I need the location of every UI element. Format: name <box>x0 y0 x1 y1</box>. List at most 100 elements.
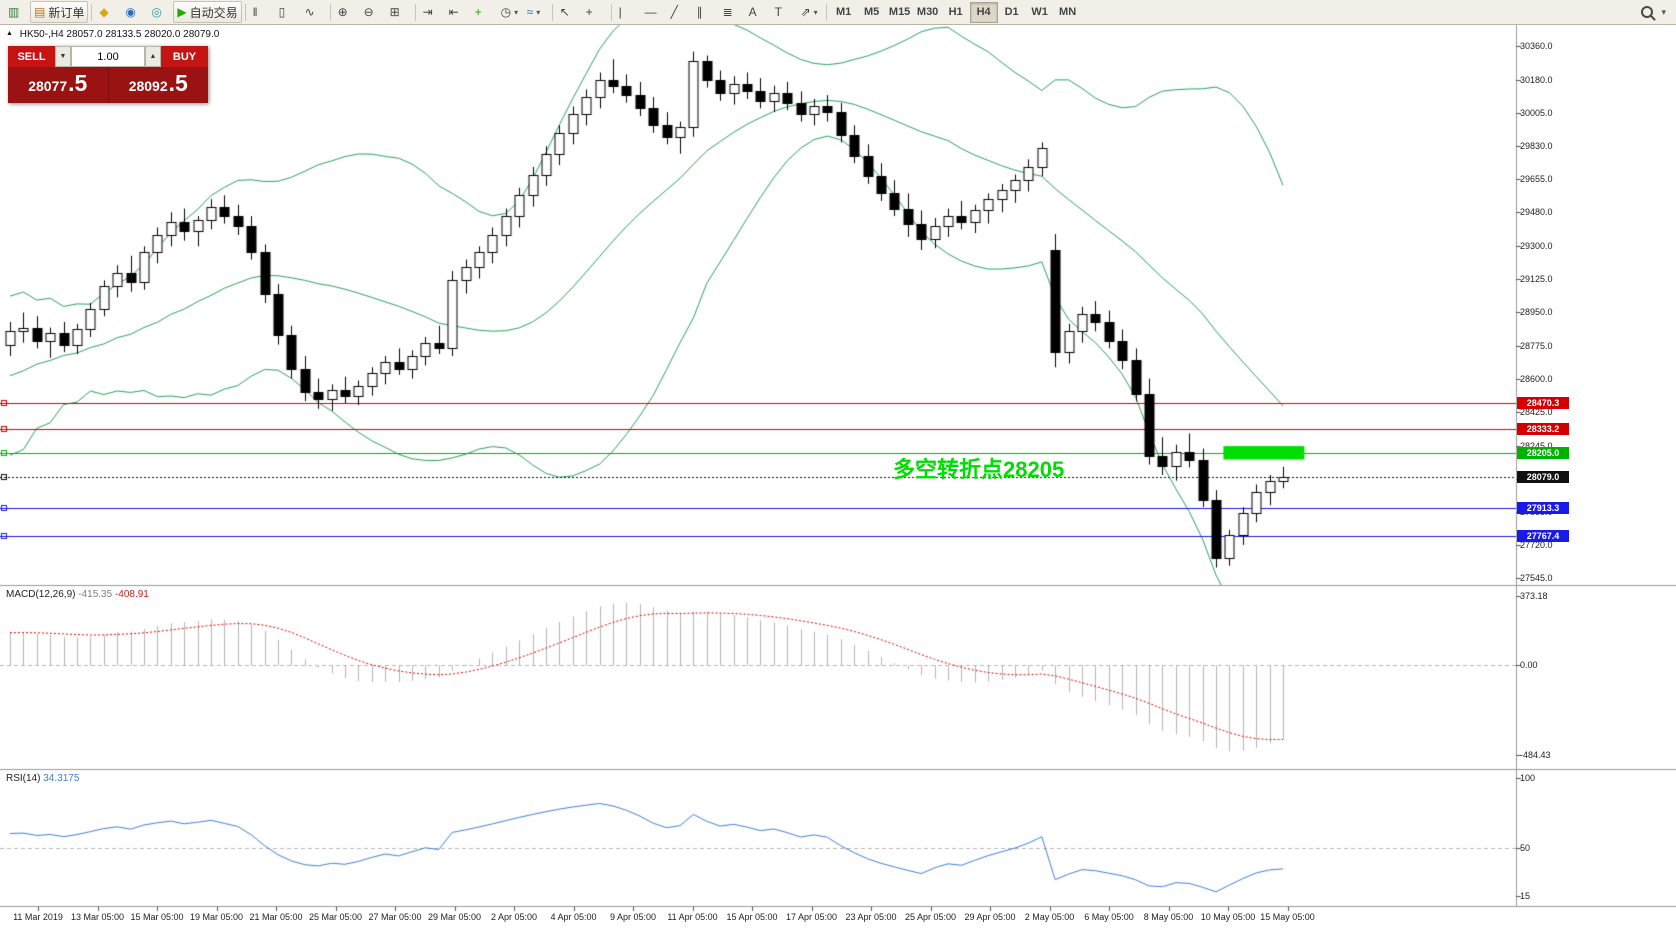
search-symbol-icon[interactable] <box>1641 6 1654 18</box>
periods-icon-glyph: ◷ <box>500 5 512 19</box>
macd-axis-label: 0.00 <box>1520 660 1538 670</box>
zoom-in-icon-glyph: ⊕ <box>337 5 348 19</box>
current-price-label: 28079.0 <box>1517 471 1569 484</box>
crosshair-icon[interactable]: + <box>582 1 608 23</box>
price-axis-label: 29300.0 <box>1520 241 1553 252</box>
price-axis-label: 27720.0 <box>1520 539 1553 550</box>
text-icon[interactable]: A <box>745 1 771 23</box>
data-window-icon[interactable]: ◎ <box>147 1 173 23</box>
price-axis-label: 28775.0 <box>1520 340 1553 351</box>
periods-icon[interactable]: ◷ ▾ <box>497 1 523 23</box>
chart-shift-icon[interactable]: ⇤ <box>445 1 471 23</box>
symbol-period-label: HK50-,H4 <box>19 29 64 40</box>
ohlc-values: 28057.0 28133.5 28020.0 28079.0 <box>66 29 220 40</box>
trendline-icon[interactable]: ╱ <box>667 1 693 23</box>
macd-panel-title: MACD(12,26,9) -415.35 -408.91 <box>6 589 149 600</box>
price-axis-label: 29655.0 <box>1520 174 1553 185</box>
chart-shift-icon-glyph: ⇤ <box>448 5 459 19</box>
toolbar-separator <box>610 3 612 21</box>
price-axis-label: 29830.0 <box>1520 141 1553 152</box>
new-chart-button[interactable]: ▥ <box>4 1 30 23</box>
macd-signal-value: -408.91 <box>114 589 149 600</box>
timeframe-m15[interactable]: M15 <box>888 5 911 18</box>
price-axis-label: 28950.0 <box>1520 307 1553 318</box>
auto-scroll-icon-glyph: ⇥ <box>422 5 433 19</box>
price-level-label: 28205.0 <box>1517 447 1569 460</box>
time-axis-label: 13 Mar 05:00 <box>70 912 125 922</box>
timeframe-mn[interactable]: MN <box>1059 5 1077 18</box>
price-axis-label: 30360.0 <box>1520 41 1553 51</box>
timeframe-d1[interactable]: D1 <box>1004 5 1019 18</box>
buy-price-display[interactable]: 28092 .5 <box>107 67 209 103</box>
rsi-value: 34.3175 <box>43 773 80 784</box>
price-axis-label: 30180.0 <box>1520 75 1553 86</box>
cursor-icon[interactable]: ↖ <box>556 1 582 23</box>
time-axis-label: 11 Apr 05:00 <box>667 912 718 922</box>
time-axis-label: 11 Mar 2019 <box>13 912 63 922</box>
channel-icon[interactable]: ∥ <box>693 1 719 23</box>
profile-icon[interactable]: ◉ <box>121 1 147 23</box>
indicators-icon-glyph: ≈ <box>526 5 534 19</box>
bars-chart-icon-glyph: ‖ <box>252 5 258 19</box>
sell-button[interactable]: SELL <box>8 46 55 67</box>
bars-chart-icon[interactable]: ‖ <box>249 1 275 23</box>
price-axis-label: 29125.0 <box>1520 274 1553 285</box>
chart-trade-icon[interactable]: ◆ <box>95 1 121 23</box>
data-window-icon-glyph: ◎ <box>151 5 162 19</box>
timeframe-buttons: M1 M5 M15 M30 H1 H4 D1 W1 MN <box>830 1 1082 23</box>
volume-input[interactable] <box>71 46 145 67</box>
time-axis-label: 25 Apr 05:00 <box>904 912 957 922</box>
volume-decrease-button[interactable]: ▼ <box>55 46 71 67</box>
autotrading-button[interactable]: ▶ 自动交易 <box>173 1 242 23</box>
toolbar-separator <box>414 3 416 21</box>
timeframe-m5[interactable]: M5 <box>863 5 880 18</box>
time-axis-label: 8 May 05:00 <box>1143 912 1194 922</box>
vertical-line-icon[interactable]: | <box>615 1 641 23</box>
chart-ohlc-info: ▲ HK50-,H4 28057.0 28133.5 28020.0 28079… <box>6 29 219 40</box>
indicators-icon[interactable]: ≈ ▾ <box>523 1 549 23</box>
horizontal-line-icon[interactable]: — <box>641 1 667 23</box>
auto-scroll-icon[interactable]: ⇥ <box>419 1 445 23</box>
chevron-down-icon: ▾ <box>813 7 818 17</box>
sell-price-display[interactable]: 28077 .5 <box>8 67 108 103</box>
trendline-icon-glyph: ╱ <box>670 5 678 19</box>
toolbar-separator <box>825 3 827 21</box>
vertical-line-icon-glyph: | <box>618 5 622 19</box>
timeframe-h4[interactable]: H4 <box>969 1 998 23</box>
macd-main-value: -415.35 <box>78 589 113 600</box>
zoom-out-icon[interactable]: ⊖ <box>360 1 386 23</box>
collapse-panel-arrow-icon[interactable]: ▲ <box>6 30 13 37</box>
time-axis-label: 15 Mar 05:00 <box>130 912 184 922</box>
timeframe-h1[interactable]: H1 <box>948 5 963 18</box>
line-chart-icon[interactable]: ∿ <box>301 1 327 23</box>
candlestick-chart-icon[interactable]: ▯ <box>275 1 301 23</box>
macd-axis-label: 373.18 <box>1520 590 1548 601</box>
tile-windows-icon-glyph: ⊞ <box>389 5 400 19</box>
chevron-down-icon[interactable]: ▾ <box>1661 6 1666 17</box>
timeframe-m1[interactable]: M1 <box>835 5 852 18</box>
label-icon[interactable]: T <box>771 1 797 23</box>
time-axis-label: 10 May 05:00 <box>1200 912 1256 922</box>
volume-increase-button[interactable]: ▲ <box>145 46 161 67</box>
timeframe-w1[interactable]: W1 <box>1031 5 1048 18</box>
sell-price-main: 28077 <box>28 78 68 94</box>
rsi-panel-title: RSI(14) 34.3175 <box>6 773 79 784</box>
arrows-icon[interactable]: ⇗ ▾ <box>797 1 823 23</box>
fibonacci-icon[interactable]: ≣ <box>719 1 745 23</box>
tile-windows-icon[interactable]: ⊞ <box>386 1 412 23</box>
zoom-in-icon[interactable]: ⊕ <box>334 1 360 23</box>
toolbar-items: ▥ ▤ 新订单 ◆ ◉ ◎ ▶ 自动交易 ‖ ▯ ∿ ⊕ ⊖ ⊞ ⇥ ⇤ + ◷ ▾ ≈ ▾ ↖ + | — ╱ ∥ ≣ A T ⇗ ▾ <box>4 1 830 23</box>
new-window-icon[interactable]: + <box>471 1 497 23</box>
toolbar-separator <box>91 3 93 21</box>
time-axis-label: 19 Mar 05:00 <box>189 912 244 922</box>
price-axis-label: 30005.0 <box>1520 108 1553 119</box>
new-order-button[interactable]: ▤ 新订单 <box>30 1 89 23</box>
timeframe-m30[interactable]: M30 <box>916 5 939 18</box>
buy-button[interactable]: BUY <box>161 46 208 67</box>
time-axis-label: 6 May 05:00 <box>1084 912 1134 922</box>
time-axis-label: 27 Mar 05:00 <box>368 912 422 922</box>
one-click-top-row: SELL ▼ ▲ BUY <box>8 46 208 67</box>
new-order-button-label: 新订单 <box>48 5 85 20</box>
time-axis-label: 17 Apr 05:00 <box>785 912 838 922</box>
